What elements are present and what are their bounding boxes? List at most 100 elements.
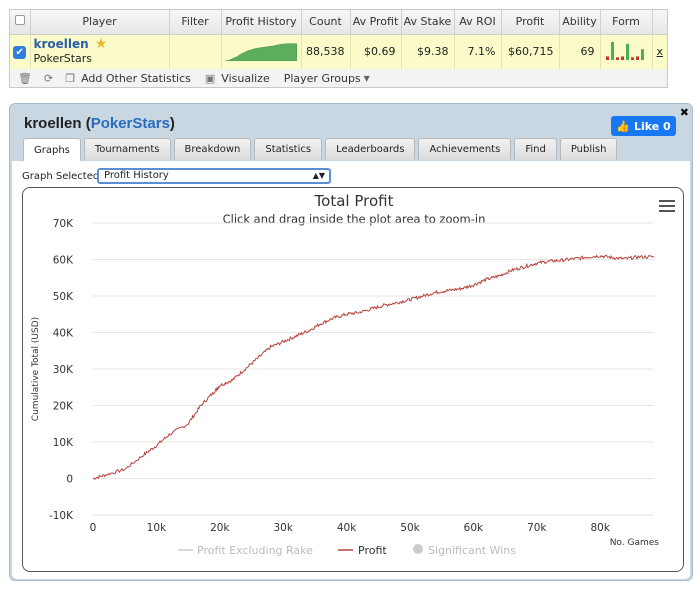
- y-tick-label: 40K: [53, 328, 74, 340]
- player-table-grid: Player Filter Profit History Count Av Pr…: [10, 10, 667, 69]
- graph-select-value: Profit History: [104, 170, 169, 181]
- ability-cell: 69: [559, 34, 601, 69]
- x-tick-label: 20k: [210, 522, 230, 534]
- y-tick-label: 20K: [53, 401, 74, 413]
- x-tick-label: 70k: [527, 522, 547, 534]
- y-tick-label: 0: [66, 474, 73, 486]
- tab-statistics[interactable]: Statistics: [254, 138, 323, 160]
- form-bar: [626, 44, 629, 61]
- tab-achievements[interactable]: Achievements: [418, 138, 512, 160]
- x-tick-label: 30k: [273, 522, 293, 534]
- panel-site-link[interactable]: PokerStars: [90, 115, 170, 132]
- tab-tournaments[interactable]: Tournaments: [83, 138, 171, 160]
- profit-chart[interactable]: Total Profit Click and drag inside the pl…: [23, 188, 684, 572]
- visualize-button[interactable]: ▣ Visualize: [204, 71, 270, 85]
- form-bar: [616, 57, 619, 61]
- column-header-av-stake[interactable]: Av Stake: [401, 10, 455, 35]
- column-header-profit-history[interactable]: Profit History: [221, 10, 302, 35]
- chart-title: Total Profit: [314, 192, 394, 210]
- profit-history-cell: [221, 34, 302, 69]
- av-stake-cell: $9.38: [401, 34, 455, 69]
- av-profit-cell: $0.69: [350, 34, 402, 69]
- chart-subtitle: Click and drag inside the plot area to z…: [223, 212, 486, 226]
- profit-cell: $60,715: [501, 34, 560, 69]
- form-bar: [611, 42, 614, 61]
- x-tick-label: 60k: [464, 522, 484, 534]
- column-header-form[interactable]: Form: [600, 10, 653, 35]
- close-icon[interactable]: ✖: [679, 106, 689, 119]
- select-all-header[interactable]: [10, 10, 31, 35]
- legend-item-profit: Profit: [358, 544, 387, 557]
- profit-series-line: [92, 254, 655, 480]
- x-tick-label: 50k: [400, 522, 420, 534]
- y-tick-label: 50K: [53, 291, 74, 303]
- player-cell: kroellen ★ PokerStars: [30, 34, 170, 69]
- player-panel: ✖ kroellen (PokerStars) 👍 Like 0 Graphs T…: [9, 103, 693, 581]
- legend-item-excluding-rake: Profit Excluding Rake: [197, 544, 313, 557]
- column-header-filter[interactable]: Filter: [169, 10, 222, 35]
- form-bar: [621, 56, 624, 61]
- tab-leaderboards[interactable]: Leaderboards: [325, 138, 416, 160]
- tab-find[interactable]: Find: [514, 138, 557, 160]
- graph-select-label: Graph Selected:: [22, 171, 103, 182]
- panel-title: kroellen (PokerStars): [24, 115, 175, 132]
- chart-menu-icon[interactable]: [659, 200, 675, 215]
- trash-icon[interactable]: 🗑: [18, 71, 32, 85]
- player-groups-dropdown[interactable]: Player Groups ▼: [283, 71, 370, 85]
- column-header-av-profit[interactable]: Av Profit: [350, 10, 402, 35]
- y-tick-label: 60K: [53, 255, 74, 267]
- form-bar: [636, 56, 639, 61]
- tab-breakdown[interactable]: Breakdown: [173, 138, 252, 160]
- add-statistics-button[interactable]: ❐ Add Other Statistics: [65, 71, 191, 85]
- remove-cell: x: [652, 34, 667, 69]
- copy-icon: ❐: [65, 71, 76, 85]
- refresh-icon[interactable]: ⟳: [43, 71, 54, 85]
- row-checkbox[interactable]: ✔: [13, 45, 27, 59]
- legend-item-significant-wins: Significant Wins: [428, 544, 516, 557]
- column-header-count[interactable]: Count: [301, 10, 351, 35]
- column-header-player[interactable]: Player: [30, 10, 170, 35]
- y-tick-label: 10K: [53, 437, 74, 449]
- tab-publish[interactable]: Publish: [559, 138, 618, 160]
- table-toolbar: 🗑 ⟳ ❐ Add Other Statistics ▣ Visualize Pla…: [10, 69, 667, 87]
- facebook-like-button[interactable]: 👍 Like 0: [611, 116, 676, 136]
- av-roi-cell: 7.1%: [454, 34, 502, 69]
- y-axis-label: Cumulative Total (USD): [31, 317, 41, 421]
- table-header-row: Player Filter Profit History Count Av Pr…: [10, 10, 667, 35]
- tab-graphs[interactable]: Graphs: [23, 138, 81, 161]
- player-name-link[interactable]: kroellen: [33, 37, 89, 52]
- player-table: Player Filter Profit History Count Av Pr…: [9, 9, 668, 88]
- image-icon: ▣: [204, 71, 216, 85]
- column-header-av-roi[interactable]: Av ROI: [454, 10, 502, 35]
- x-tick-label: 10k: [147, 522, 167, 534]
- legend-marker-significant-wins: [413, 544, 423, 554]
- y-tick-label: -10K: [49, 510, 74, 522]
- player-site: PokerStars: [33, 52, 93, 66]
- x-tick-label: 0: [90, 522, 97, 534]
- x-axis-label: No. Games: [610, 538, 660, 548]
- y-tick-label: 70K: [53, 218, 74, 230]
- table-row[interactable]: ✔ kroellen ★ PokerStars 88,538 $0.69 $9.3…: [10, 34, 667, 69]
- select-arrows-icon: ▲▼: [312, 171, 325, 180]
- row-select-cell[interactable]: ✔: [10, 34, 31, 69]
- graph-select-dropdown[interactable]: Profit History ▲▼: [97, 168, 331, 184]
- form-bar: [641, 49, 644, 61]
- chevron-down-icon: ▼: [363, 73, 370, 83]
- count-cell: 88,538: [301, 34, 351, 69]
- column-header-remove: [652, 10, 667, 35]
- x-tick-label: 80k: [590, 522, 610, 534]
- x-tick-label: 40k: [337, 522, 357, 534]
- column-header-ability[interactable]: Ability: [559, 10, 601, 35]
- chart-container[interactable]: Total Profit Click and drag inside the pl…: [22, 187, 684, 572]
- favorite-star-icon[interactable]: ★: [94, 36, 108, 53]
- profit-history-sparkline: [224, 43, 298, 62]
- form-bar: [631, 57, 634, 61]
- remove-row-button[interactable]: x: [656, 45, 663, 59]
- panel-body: Graph Selected: Profit History ▲▼ Total …: [12, 161, 690, 579]
- form-cell: [600, 34, 653, 69]
- select-all-checkbox[interactable]: [14, 15, 25, 26]
- like-label: Like 0: [633, 119, 671, 133]
- y-tick-label: 30K: [53, 364, 74, 376]
- panel-tabs: Graphs Tournaments Breakdown Statistics Lead…: [23, 138, 618, 161]
- column-header-profit[interactable]: Profit: [501, 10, 560, 35]
